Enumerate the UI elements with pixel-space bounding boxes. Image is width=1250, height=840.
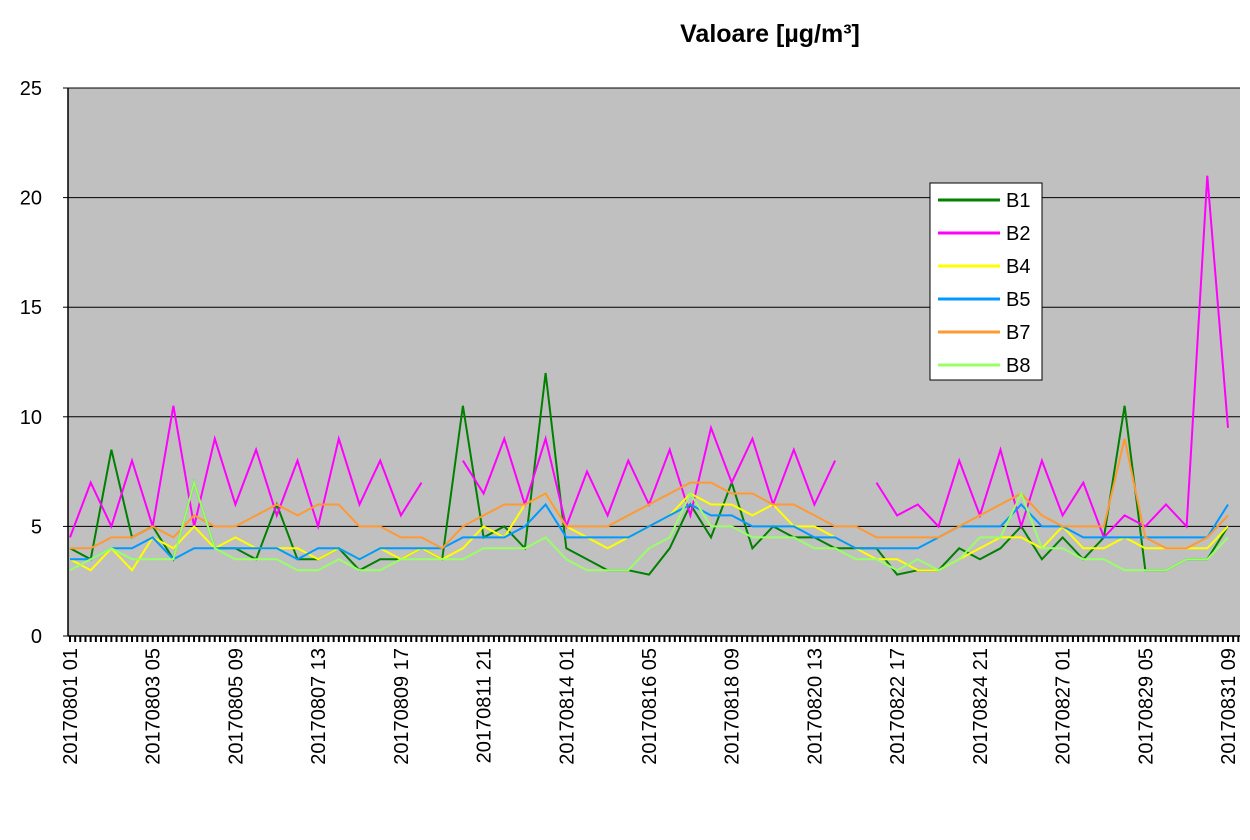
y-tick-label: 20 [20,188,42,210]
x-tick-label: 20170803 05 [143,648,165,765]
y-tick-label: 25 [20,78,42,100]
legend-label: B8 [1006,355,1030,377]
series-line [69,479,1229,572]
x-tick-label: 20170827 01 [1053,648,1075,765]
chart-title: Valoare [µg/m³] [680,20,860,48]
x-tick-label: 20170820 13 [804,648,826,765]
y-tick-label: 0 [31,626,42,648]
series-line [70,502,1229,561]
x-tick-label: 20170824 21 [970,648,992,765]
x-tick-label: 20170807 13 [308,648,330,765]
series-line [69,372,1229,576]
x-tick-label: 20170811 21 [474,648,496,763]
legend-box [929,182,1043,381]
x-tick-label: 20170816 05 [639,648,661,765]
x-tick-label: 20170829 05 [1135,648,1157,765]
x-tick-label: 20170818 09 [722,648,744,765]
legend-label: B1 [1006,190,1030,212]
y-tick-label: 10 [20,407,42,429]
x-tick-label: 20170801 01 [60,648,82,765]
legend-label: B4 [1006,256,1030,278]
y-tick-label: 15 [20,297,42,319]
series-line [70,438,1229,550]
x-tick-label: 20170814 01 [556,648,578,765]
legend-label: B2 [1006,223,1030,245]
x-tick-label: 20170831 09 [1218,648,1240,765]
legend-label: B7 [1006,322,1030,344]
legend-label: B5 [1006,289,1030,311]
y-tick-label: 5 [31,516,42,538]
x-tick-label: 20170809 17 [391,648,413,765]
x-tick-label: 20170805 09 [225,648,247,765]
x-tick-label: 20170822 17 [887,648,909,765]
